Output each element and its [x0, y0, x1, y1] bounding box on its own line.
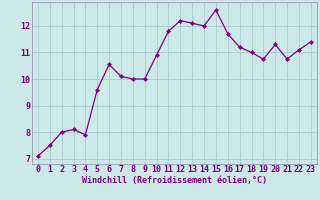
X-axis label: Windchill (Refroidissement éolien,°C): Windchill (Refroidissement éolien,°C): [82, 176, 267, 185]
